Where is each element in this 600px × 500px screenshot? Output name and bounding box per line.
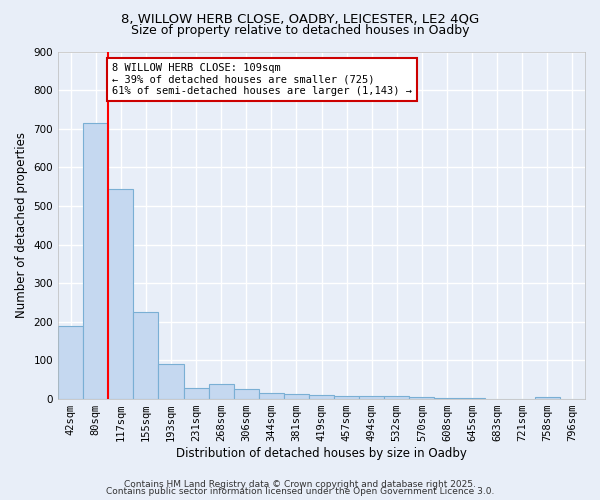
Text: Contains HM Land Registry data © Crown copyright and database right 2025.: Contains HM Land Registry data © Crown c…	[124, 480, 476, 489]
X-axis label: Distribution of detached houses by size in Oadby: Distribution of detached houses by size …	[176, 447, 467, 460]
Bar	[359, 396, 384, 399]
Bar	[158, 364, 184, 399]
Bar	[209, 384, 233, 399]
Bar	[83, 123, 108, 399]
Text: 8 WILLOW HERB CLOSE: 109sqm
← 39% of detached houses are smaller (725)
61% of se: 8 WILLOW HERB CLOSE: 109sqm ← 39% of det…	[112, 63, 412, 96]
Text: 8, WILLOW HERB CLOSE, OADBY, LEICESTER, LE2 4QG: 8, WILLOW HERB CLOSE, OADBY, LEICESTER, …	[121, 12, 479, 26]
Bar	[309, 395, 334, 399]
Bar	[409, 397, 434, 399]
Bar	[133, 312, 158, 399]
Y-axis label: Number of detached properties: Number of detached properties	[15, 132, 28, 318]
Bar	[535, 397, 560, 399]
Bar	[460, 398, 485, 399]
Bar	[108, 188, 133, 399]
Bar	[284, 394, 309, 399]
Bar	[184, 388, 209, 399]
Bar	[58, 326, 83, 399]
Bar	[334, 396, 359, 399]
Bar	[434, 398, 460, 399]
Bar	[259, 394, 284, 399]
Text: Size of property relative to detached houses in Oadby: Size of property relative to detached ho…	[131, 24, 469, 37]
Bar	[384, 396, 409, 399]
Text: Contains public sector information licensed under the Open Government Licence 3.: Contains public sector information licen…	[106, 487, 494, 496]
Bar	[233, 390, 259, 399]
